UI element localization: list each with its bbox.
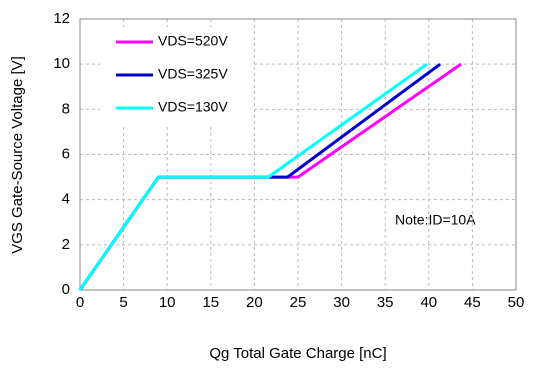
y-tick-label: 0 [62,281,70,298]
x-tick-label: 50 [508,294,525,311]
x-tick-label: 10 [159,294,176,311]
legend-label: VDS=325V [158,66,228,82]
y-tick-label: 10 [53,55,70,72]
legend-label: VDS=130V [158,99,228,115]
series-line [78,62,428,291]
annotation: Note:ID=10A [395,212,476,228]
x-axis-label: Qg Total Gate Charge [nC] [209,345,386,362]
x-tick-label: 45 [464,294,481,311]
x-tick-label: 25 [290,294,307,311]
y-axis-label: VGS Gate-Source Voltage [V] [9,56,26,254]
x-tick-label: 35 [377,294,394,311]
x-tick-label: 5 [119,294,127,311]
y-tick-label: 8 [62,100,70,117]
x-tick-label: 20 [246,294,263,311]
y-tick-label: 2 [62,236,70,253]
x-tick-label: 0 [76,294,84,311]
x-tick-label: 30 [333,294,350,311]
y-tick-label: 12 [53,10,70,27]
y-tick-label: 4 [62,191,70,208]
plot-frame [79,18,517,291]
legend-label: VDS=520V [158,33,228,49]
x-tick-label: 40 [420,294,437,311]
y-tick-label: 6 [62,145,70,162]
x-tick-label: 15 [202,294,219,311]
legend-box [100,27,250,127]
